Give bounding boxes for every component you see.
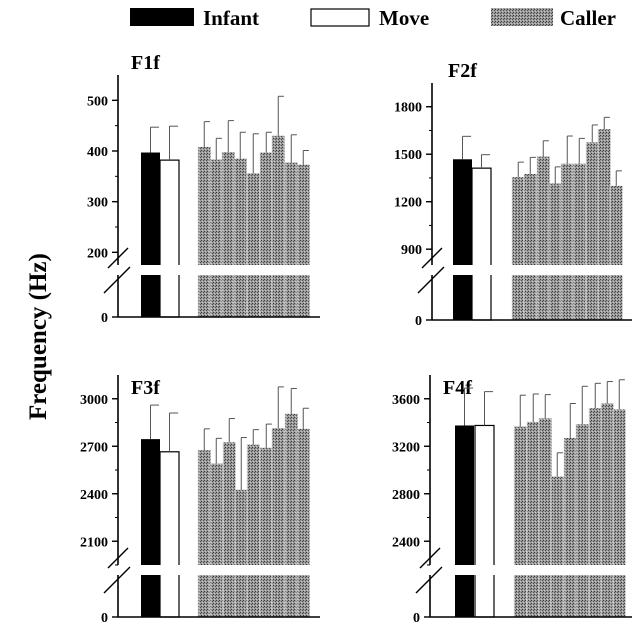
bar-caller-5: [247, 173, 260, 317]
bar-move: [475, 425, 494, 617]
panel-f2f: F2f 0 900 1200 1500 1800: [394, 60, 634, 329]
legend-label-infant: Infant: [203, 6, 259, 30]
y-tick-label: 500: [87, 94, 108, 109]
axis-break-gap: [110, 265, 322, 275]
bar-caller-1: [512, 177, 525, 320]
bar-caller-3: [537, 157, 550, 320]
bar-caller-9: [297, 165, 310, 317]
bar-caller-6: [260, 448, 273, 617]
bar-caller-4: [235, 490, 248, 617]
bar-infant: [455, 425, 474, 617]
bar-move: [160, 160, 179, 317]
y-tick-label: 1500: [394, 148, 422, 163]
bar-caller-2: [527, 422, 540, 617]
bar-caller-8: [601, 404, 614, 618]
bar-caller-1: [198, 147, 211, 317]
bar-caller-4: [551, 477, 564, 617]
y-tick-label: 2400: [80, 488, 108, 503]
bar-caller-5: [564, 438, 577, 617]
bar-caller-3: [222, 152, 235, 317]
bar-caller-2: [210, 160, 223, 317]
bar-caller-6: [260, 153, 273, 317]
y-tick-label: 3000: [80, 393, 108, 408]
bar-caller-4: [549, 183, 562, 320]
y-tick-label: 2700: [80, 440, 108, 455]
bar-caller-5: [247, 445, 260, 617]
bar-caller-1: [514, 427, 527, 617]
panel-title-f2f: F2f: [448, 60, 477, 82]
bar-caller-2: [524, 174, 537, 320]
y-tick-label: 3600: [392, 393, 420, 408]
bar-caller-6: [573, 164, 586, 320]
bar-caller-4: [234, 159, 247, 317]
y-tick-label: 1800: [394, 101, 422, 116]
y-tick-label: 2800: [392, 488, 420, 503]
legend-label-caller: Caller: [560, 6, 616, 30]
y-axis-label: Frequency (Hz): [25, 253, 52, 420]
legend-swatch-caller: [491, 8, 553, 26]
bar-caller-8: [598, 129, 611, 320]
y-tick-label: 400: [87, 145, 108, 160]
bar-caller-9: [610, 186, 623, 320]
bar-caller-2: [210, 464, 223, 617]
axis-break-gap: [424, 265, 634, 275]
bar-caller-9: [613, 409, 626, 617]
y-tick-label: 200: [87, 246, 108, 261]
bar-caller-7: [272, 428, 285, 617]
panel-title-f1f: F1f: [131, 52, 160, 74]
legend: Infant Move Caller: [130, 6, 616, 30]
bar-infant: [141, 439, 160, 617]
bar-caller-8: [285, 414, 298, 617]
y-tick-label: 1200: [394, 196, 422, 211]
y-tick-label: 0: [101, 611, 108, 625]
legend-swatch-infant: [130, 8, 194, 26]
bar-caller-7: [589, 408, 602, 617]
y-tick-label: 0: [101, 311, 108, 326]
bar-caller-6: [576, 424, 589, 617]
panel-f1f: F1f 0 200 300 400 500: [87, 52, 322, 326]
y-tick-label: 3200: [392, 440, 420, 455]
bar-caller-1: [198, 450, 211, 617]
legend-swatch-move: [311, 9, 369, 26]
panel-f3f: F3f 0 2100 2400 2700 3000: [80, 375, 322, 625]
bar-caller-3: [539, 418, 552, 617]
bar-caller-7: [586, 142, 599, 320]
bar-move: [472, 168, 491, 320]
bar-move: [160, 452, 179, 617]
legend-label-move: Move: [379, 6, 429, 30]
y-tick-label: 2100: [80, 535, 108, 550]
bar-caller-9: [297, 429, 310, 617]
y-tick-label: 300: [87, 196, 108, 211]
bar-caller-7: [272, 136, 285, 317]
y-tick-label: 2400: [392, 535, 420, 550]
y-tick-label: 0: [413, 611, 420, 625]
bar-infant: [453, 159, 472, 320]
axis-break-gap: [422, 565, 634, 575]
panel-title-f3f: F3f: [131, 377, 160, 399]
y-tick-label: 0: [415, 314, 422, 329]
bar-caller-3: [223, 442, 236, 617]
axis-break-gap: [110, 565, 322, 575]
bar-infant: [141, 153, 160, 317]
bar-caller-8: [285, 163, 298, 317]
bar-caller-5: [561, 164, 574, 320]
y-tick-label: 900: [401, 243, 422, 258]
